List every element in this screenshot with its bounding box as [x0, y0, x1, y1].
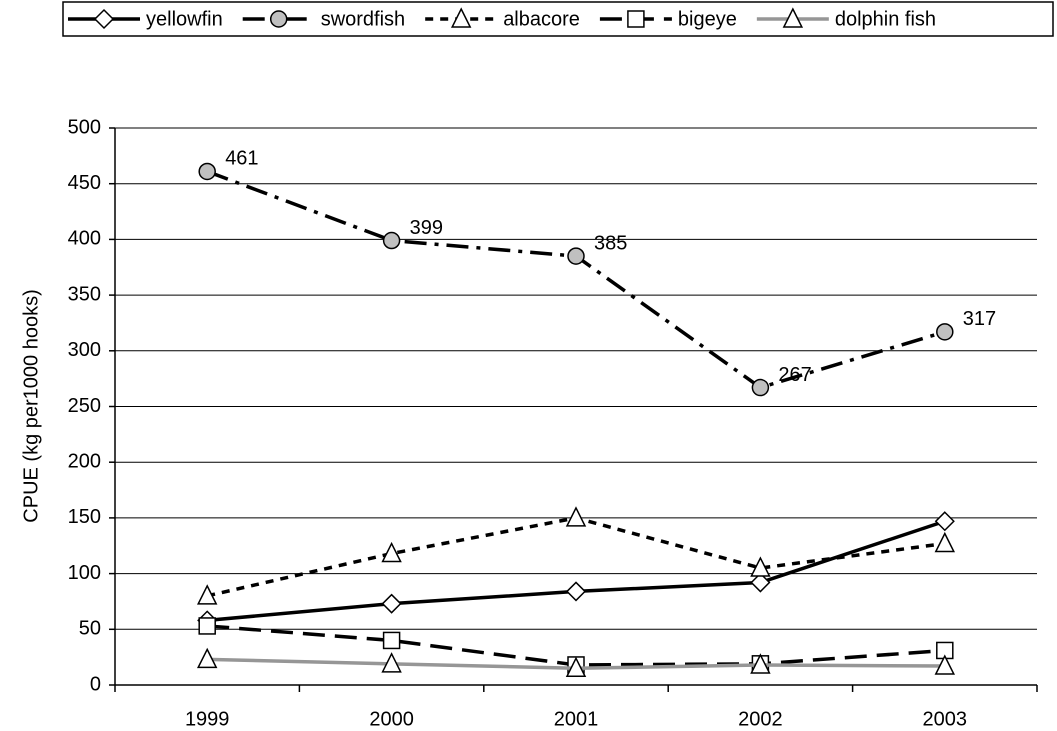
legend-box [62, 1, 1054, 37]
marker [381, 652, 402, 673]
marker [196, 647, 218, 669]
x-tick-label: 2001 [554, 708, 599, 730]
marker [750, 653, 771, 674]
marker [198, 162, 216, 181]
y-tick-label: 200 [68, 450, 101, 472]
marker [565, 656, 587, 678]
x-tick-label: 2000 [369, 708, 414, 730]
y-tick-label: 400 [68, 228, 101, 250]
y-tick-label: 150 [68, 506, 101, 528]
legend-label: albacore [503, 8, 580, 30]
marker [782, 7, 804, 28]
marker [450, 7, 472, 28]
y-tick-label: 100 [68, 562, 101, 584]
marker [934, 511, 955, 532]
legend-label: swordfish [321, 8, 405, 30]
marker [93, 8, 115, 30]
y-tick-label: 0 [90, 673, 101, 695]
x-tick-label: 2002 [738, 708, 783, 730]
series-line [206, 169, 946, 390]
marker [627, 10, 645, 28]
marker [382, 231, 401, 250]
marker [751, 378, 770, 397]
marker [750, 556, 771, 577]
marker [381, 593, 402, 614]
series-line [207, 519, 946, 623]
x-tick-label: 1999 [185, 708, 230, 730]
marker [269, 10, 288, 28]
marker [750, 572, 771, 593]
marker [567, 247, 585, 265]
marker [382, 631, 401, 650]
marker [381, 541, 402, 563]
marker [936, 323, 954, 341]
data-label: 399 [410, 217, 443, 239]
data-label: 385 [594, 232, 627, 254]
data-label: 267 [778, 364, 811, 386]
marker [565, 581, 587, 602]
y-tick-label: 50 [79, 618, 101, 640]
y-tick-label: 500 [68, 116, 101, 138]
marker [198, 617, 216, 635]
legend-label: yellowfin [146, 8, 223, 30]
legend-label: dolphin fish [835, 8, 936, 30]
marker [934, 654, 956, 675]
y-tick-label: 300 [68, 339, 101, 361]
y-tick-label: 250 [68, 395, 101, 417]
marker [196, 584, 218, 605]
y-tick-label: 450 [68, 172, 101, 194]
data-label: 461 [225, 148, 258, 170]
legend-label: bigeye [678, 8, 737, 30]
marker [565, 506, 587, 527]
x-tick-label: 2003 [923, 708, 968, 730]
marker [934, 531, 956, 553]
y-tick-label: 350 [68, 283, 101, 305]
data-label: 317 [963, 308, 996, 330]
y-axis-label: CPUE (kg per1000 hooks) [20, 289, 42, 522]
